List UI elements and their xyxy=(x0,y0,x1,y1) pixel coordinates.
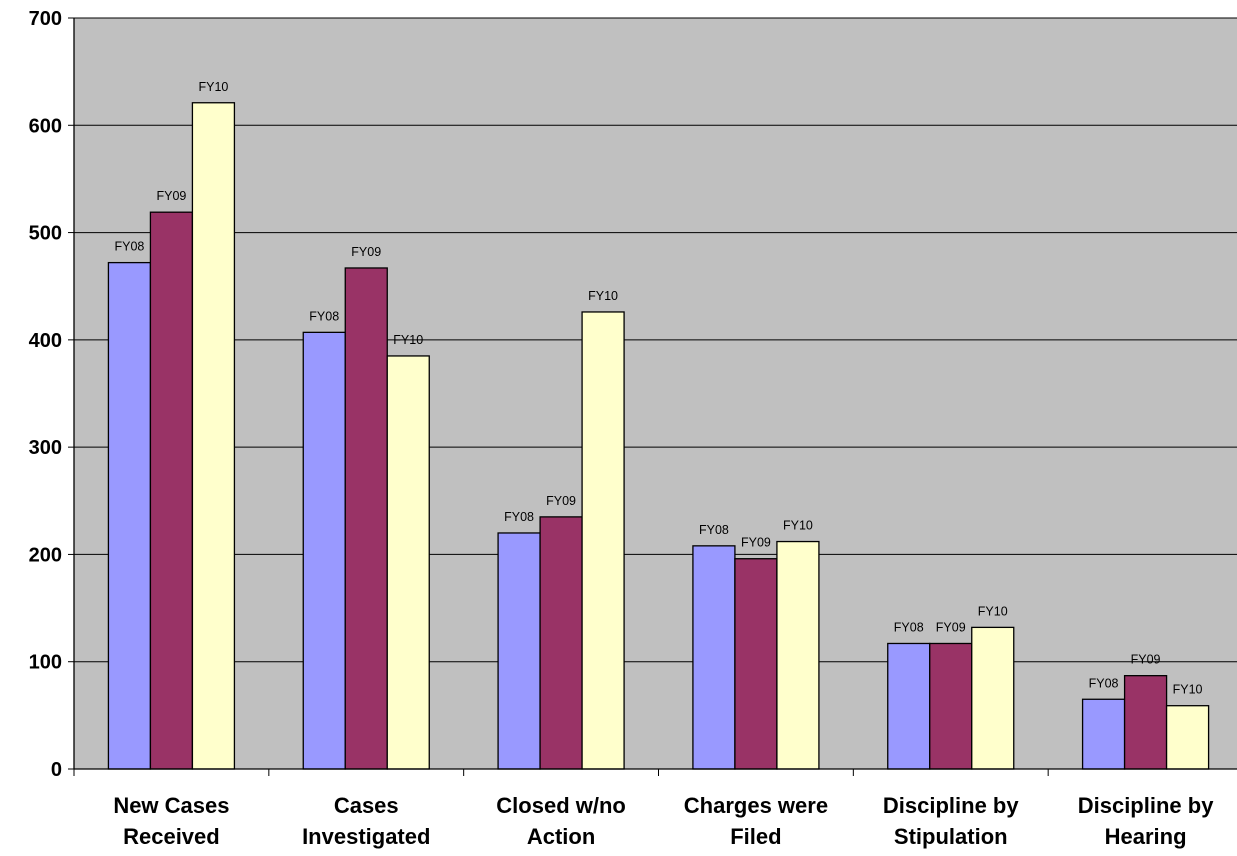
y-tick-label: 0 xyxy=(51,759,62,781)
bar-fy09-3 xyxy=(734,558,778,770)
data-label: FY09 xyxy=(351,245,381,259)
x-tick-label-line: Received xyxy=(123,824,220,849)
data-label: FY08 xyxy=(894,620,924,634)
data-label: FY09 xyxy=(936,620,966,634)
y-tick-label: 300 xyxy=(29,437,62,459)
y-tick-label: 400 xyxy=(29,330,62,352)
data-label: FY10 xyxy=(783,519,813,533)
y-axis-ticks: 0 100 200 300 400 500 600 700 xyxy=(29,8,74,781)
bars-group xyxy=(107,102,1210,770)
x-tick-label-line: Filed xyxy=(730,824,781,849)
data-label: FY08 xyxy=(699,523,729,537)
bar-fy08-4 xyxy=(887,642,931,770)
x-tick-label: Discipline by Hearing xyxy=(1078,793,1214,849)
x-tick-label-line: Discipline by xyxy=(1078,793,1214,818)
bar-fy09-0 xyxy=(149,211,194,770)
x-tick-label-line: Cases xyxy=(334,793,399,818)
bar-fy09-2 xyxy=(539,516,583,770)
x-tick-label-line: Discipline by xyxy=(883,793,1019,818)
bar-fy08-5 xyxy=(1081,698,1126,770)
data-labels-group: FY08 FY09 FY10 FY08 FY09 FY10 FY08 FY09 FY10 FY08… xyxy=(114,80,1202,697)
data-label: FY08 xyxy=(504,510,534,524)
bar-fy08-1 xyxy=(302,331,346,770)
data-label: FY10 xyxy=(198,80,228,94)
x-tick-label: Cases Investigated xyxy=(302,793,430,849)
x-tick-label-line: Action xyxy=(527,824,595,849)
x-tick-label: Closed w/no Action xyxy=(496,793,626,849)
bar-fy08-0 xyxy=(107,261,152,770)
x-tick-label-line: Closed w/no xyxy=(496,793,626,818)
gridlines xyxy=(74,17,1237,663)
data-label: FY09 xyxy=(741,536,771,550)
data-label: FY08 xyxy=(114,240,144,254)
x-tick-label-line: Hearing xyxy=(1105,824,1187,849)
bar-fy09-5 xyxy=(1123,675,1168,770)
data-label: FY08 xyxy=(1089,676,1119,690)
x-tick-label-line: Charges were xyxy=(684,793,828,818)
data-label: FY09 xyxy=(1131,653,1161,667)
x-tick-label: Charges were Filed xyxy=(684,793,828,849)
x-axis-ticks: New Cases Received Cases Investigated Closed… xyxy=(73,769,1214,849)
y-tick-label: 100 xyxy=(29,652,62,674)
data-label: FY10 xyxy=(1173,683,1203,697)
x-tick-label-line: Investigated xyxy=(302,824,430,849)
bar-fy09-1 xyxy=(344,267,388,770)
data-label: FY10 xyxy=(978,604,1008,618)
bar-fy09-4 xyxy=(929,642,973,770)
bar-fy08-3 xyxy=(692,545,736,770)
y-tick-label: 700 xyxy=(29,8,62,30)
data-label: FY08 xyxy=(309,309,339,323)
y-tick-label: 600 xyxy=(29,115,62,137)
plot-area xyxy=(73,17,1237,770)
bar-fy10-3 xyxy=(776,540,820,770)
bar-fy10-5 xyxy=(1165,705,1210,770)
bar-fy10-4 xyxy=(971,626,1015,770)
x-tick-label: Discipline by Stipulation xyxy=(883,793,1019,849)
x-tick-label: New Cases Received xyxy=(113,793,229,849)
bar-fy08-2 xyxy=(497,532,541,770)
bar-fy10-2 xyxy=(581,311,625,770)
x-tick-label-line: Stipulation xyxy=(894,824,1008,849)
bar-fy10-1 xyxy=(386,355,430,770)
data-label: FY09 xyxy=(156,189,186,203)
x-tick-label-line: New Cases xyxy=(113,793,229,818)
y-tick-label: 500 xyxy=(29,223,62,245)
y-tick-label: 200 xyxy=(29,544,62,566)
data-label: FY10 xyxy=(588,289,618,303)
data-label: FY09 xyxy=(546,494,576,508)
data-label: FY10 xyxy=(393,333,423,347)
bar-fy10-0 xyxy=(191,102,236,770)
